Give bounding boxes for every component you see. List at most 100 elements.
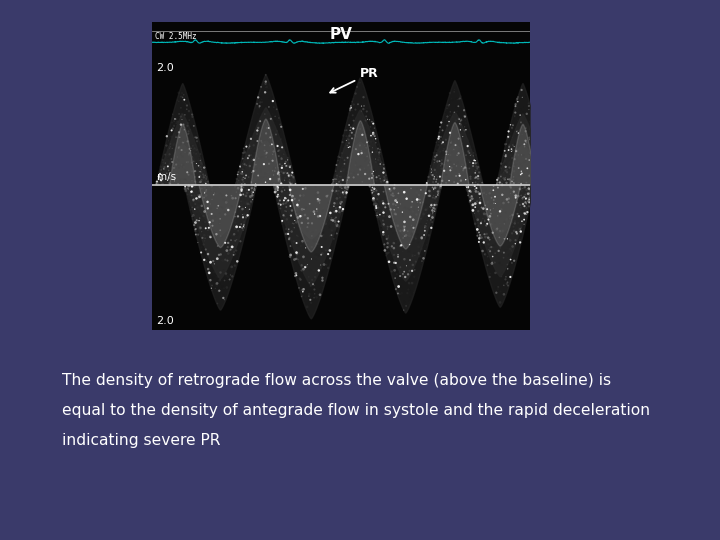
Point	[528, 118, 539, 126]
Point	[536, 166, 548, 174]
Point	[369, 166, 381, 175]
Point	[321, 262, 333, 271]
Point	[428, 178, 439, 187]
Point	[240, 213, 252, 221]
Point	[192, 140, 203, 149]
Point	[171, 165, 182, 174]
Point	[528, 147, 540, 156]
Point	[289, 175, 300, 184]
Point	[380, 219, 392, 227]
Point	[264, 175, 276, 184]
Point	[279, 137, 291, 146]
Point	[270, 130, 282, 139]
Point	[348, 126, 359, 135]
Point	[325, 208, 336, 217]
Point	[201, 257, 212, 266]
Point	[307, 280, 319, 288]
Point	[366, 132, 378, 141]
Point	[456, 146, 468, 154]
Point	[498, 176, 510, 185]
Point	[516, 217, 528, 226]
Point	[330, 207, 342, 215]
Point	[442, 104, 454, 112]
Point	[365, 186, 377, 194]
Point	[500, 151, 512, 159]
Point	[356, 121, 368, 130]
Point	[502, 134, 513, 143]
Point	[284, 227, 296, 235]
Point	[253, 90, 264, 99]
Point	[419, 239, 431, 248]
Point	[537, 174, 549, 183]
Point	[382, 177, 393, 186]
Point	[511, 96, 523, 104]
Point	[498, 220, 510, 228]
Point	[318, 204, 329, 213]
Point	[368, 195, 379, 204]
Point	[486, 259, 498, 268]
Point	[523, 140, 535, 149]
Point	[382, 204, 394, 212]
Point	[515, 110, 526, 119]
Point	[374, 211, 386, 219]
Point	[211, 278, 222, 287]
Point	[498, 281, 509, 289]
Point	[446, 172, 458, 180]
Point	[233, 168, 244, 177]
Point	[502, 260, 513, 269]
Point	[523, 202, 535, 211]
Point	[274, 204, 286, 213]
Point	[285, 169, 297, 178]
Point	[180, 186, 192, 195]
Point	[212, 237, 224, 245]
Point	[231, 174, 243, 183]
Point	[513, 171, 525, 180]
Point	[496, 180, 508, 189]
Point	[384, 212, 395, 221]
Point	[461, 183, 472, 191]
Point	[507, 242, 518, 251]
Point	[323, 257, 335, 266]
Point	[341, 169, 352, 178]
Point	[446, 164, 457, 172]
Point	[425, 203, 436, 212]
Point	[244, 186, 256, 194]
Point	[433, 172, 445, 181]
Point	[220, 198, 232, 207]
Point	[191, 207, 202, 215]
Point	[280, 225, 292, 233]
Point	[389, 281, 400, 289]
Point	[507, 146, 518, 155]
Point	[276, 185, 287, 194]
Point	[434, 173, 446, 182]
Point	[521, 186, 532, 194]
Point	[469, 210, 481, 218]
Point	[482, 210, 494, 218]
Point	[514, 126, 526, 135]
Point	[188, 195, 199, 204]
Point	[450, 167, 462, 176]
Point	[235, 166, 247, 174]
Point	[166, 126, 177, 134]
Point	[171, 176, 182, 185]
Point	[497, 275, 508, 284]
Point	[231, 178, 243, 186]
Point	[318, 282, 329, 291]
Point	[279, 230, 290, 239]
Point	[297, 238, 309, 246]
Point	[235, 164, 246, 172]
Point	[525, 185, 536, 193]
Point	[308, 275, 320, 284]
Point	[467, 182, 479, 191]
Point	[429, 207, 441, 215]
Point	[379, 210, 391, 219]
Point	[500, 208, 512, 217]
Point	[167, 124, 179, 133]
Point	[364, 180, 375, 189]
Point	[289, 180, 301, 189]
Point	[261, 153, 272, 161]
Point	[423, 173, 434, 181]
Point	[415, 264, 426, 272]
Point	[293, 208, 305, 217]
Point	[192, 218, 203, 227]
